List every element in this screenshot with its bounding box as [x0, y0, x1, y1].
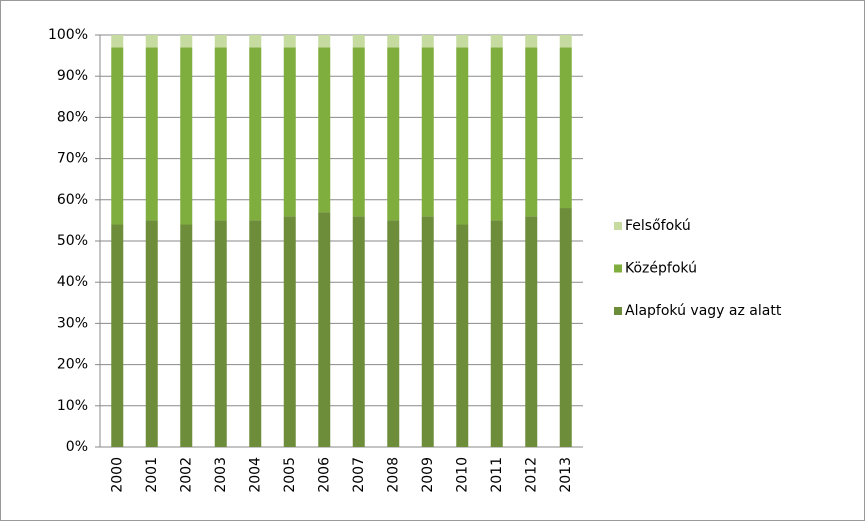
legend-swatch: [614, 264, 622, 273]
bar-segment: [249, 35, 262, 48]
legend-label: Középfokú: [625, 261, 697, 277]
x-tick-label: 2011: [489, 457, 505, 493]
y-tick-label: 80%: [57, 109, 88, 125]
y-tick-label: 20%: [57, 357, 88, 373]
bar-segment: [490, 47, 503, 221]
y-tick-label: 10%: [57, 398, 88, 414]
bar-segment: [145, 35, 158, 48]
bar-segment: [180, 35, 193, 48]
y-tick-label: 70%: [57, 151, 88, 167]
bar-segment: [490, 35, 503, 48]
bar-segment: [145, 220, 158, 447]
bar-segment: [525, 216, 538, 447]
bar-segment: [283, 35, 296, 48]
bar-segment: [456, 224, 469, 447]
bar-segment: [283, 47, 296, 217]
legend-label: Alapfokú vagy az alatt: [625, 303, 782, 319]
bar-segment: [352, 47, 365, 217]
bar-segment: [525, 47, 538, 217]
x-tick-label: 2013: [558, 457, 574, 493]
bar-segment: [145, 47, 158, 221]
x-tick-label: 2012: [523, 457, 539, 493]
bar-segment: [318, 212, 331, 447]
bar-segment: [421, 216, 434, 447]
y-tick-label: 30%: [57, 315, 88, 331]
bar-segment: [421, 35, 434, 48]
y-tick-label: 0%: [66, 439, 88, 455]
y-tick-label: 100%: [48, 27, 88, 43]
bar-segment: [352, 216, 365, 447]
legend-swatch: [614, 307, 622, 315]
x-tick-label: 2004: [247, 457, 263, 493]
y-tick-label: 90%: [57, 68, 88, 84]
bar-segment: [214, 220, 227, 447]
bar-segment: [249, 47, 262, 221]
bar-segment: [111, 35, 124, 48]
x-tick-label: 2001: [144, 457, 160, 493]
bar-segment: [387, 35, 400, 48]
x-tick-label: 2003: [213, 457, 229, 493]
bar-segment: [456, 47, 469, 225]
y-tick-label: 60%: [57, 192, 88, 208]
x-tick-label: 2006: [316, 457, 332, 493]
bar-segment: [283, 216, 296, 447]
x-tick-label: 2008: [385, 457, 401, 493]
bar-segment: [214, 35, 227, 48]
bar-segment: [111, 224, 124, 447]
bar-segment: [180, 224, 193, 447]
legend-swatch: [614, 222, 622, 230]
bar-segment: [318, 47, 331, 213]
bar-segment: [421, 47, 434, 217]
y-tick-label: 50%: [57, 233, 88, 249]
legend-label: Felsőfokú: [625, 218, 691, 234]
bar-segment: [456, 35, 469, 48]
x-tick-label: 2000: [109, 457, 125, 493]
bar-segment: [318, 35, 331, 48]
bar-segment: [490, 220, 503, 447]
bar-segment: [525, 35, 538, 48]
bar-segment: [387, 220, 400, 447]
x-tick-label: 2005: [282, 457, 298, 493]
bar-segment: [559, 47, 572, 209]
x-tick-label: 2002: [178, 457, 194, 493]
bar-segment: [111, 47, 124, 225]
bar-segment: [180, 47, 193, 225]
bar-segment: [559, 208, 572, 447]
bar-segment: [214, 47, 227, 221]
x-tick-label: 2009: [420, 457, 436, 493]
bar-segment: [249, 220, 262, 447]
bar-segment: [387, 47, 400, 221]
x-tick-label: 2007: [351, 457, 367, 493]
x-tick-label: 2010: [454, 457, 470, 493]
bar-segment: [352, 35, 365, 48]
y-tick-label: 40%: [57, 274, 88, 290]
bar-segment: [559, 35, 572, 48]
